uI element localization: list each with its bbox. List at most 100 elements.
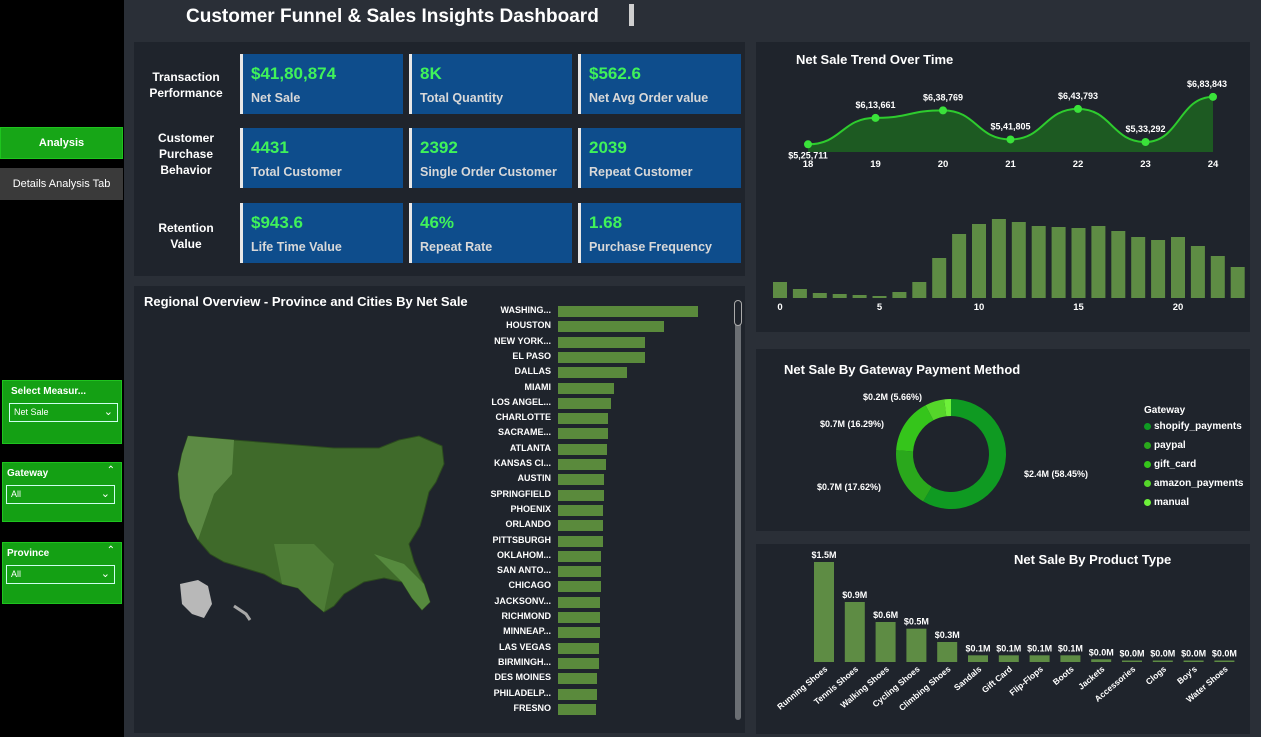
legend-item[interactable]: gift_card bbox=[1144, 459, 1196, 470]
hourly-bar[interactable] bbox=[991, 219, 1006, 298]
donut-slice[interactable] bbox=[944, 399, 951, 417]
hourly-bar[interactable] bbox=[812, 293, 827, 298]
gateway-donut-chart[interactable]: $2.4M (58.45%) $0.7M (17.62%) $0.7M (16.29… bbox=[756, 349, 1136, 531]
city-bar[interactable] bbox=[558, 474, 605, 486]
city-label: SACRAME... bbox=[497, 427, 551, 438]
product-bar[interactable] bbox=[1091, 659, 1112, 662]
hourly-bar[interactable] bbox=[1230, 267, 1245, 298]
hourly-bar[interactable] bbox=[832, 294, 847, 298]
city-bar[interactable] bbox=[558, 581, 602, 593]
donut-slice[interactable] bbox=[925, 399, 947, 421]
donut-slice[interactable] bbox=[896, 405, 934, 452]
trend-point[interactable] bbox=[1074, 104, 1082, 113]
city-bar[interactable] bbox=[558, 688, 598, 700]
trend-point[interactable] bbox=[804, 140, 812, 149]
city-bar[interactable] bbox=[558, 428, 609, 440]
city-bar[interactable] bbox=[558, 596, 600, 608]
city-bar[interactable] bbox=[558, 566, 602, 578]
province-dropdown[interactable]: All ⌄ bbox=[6, 565, 115, 584]
legend-item[interactable]: amazon_payments bbox=[1144, 478, 1243, 489]
hourly-bar[interactable] bbox=[892, 292, 907, 298]
trend-point[interactable] bbox=[939, 106, 947, 115]
city-bar[interactable] bbox=[558, 520, 603, 532]
legend-item[interactable]: paypal bbox=[1144, 440, 1186, 451]
product-bar[interactable] bbox=[968, 655, 988, 662]
city-bar[interactable] bbox=[558, 642, 599, 654]
hourly-bar[interactable] bbox=[1190, 246, 1205, 298]
city-bar[interactable] bbox=[558, 673, 598, 685]
city-bar[interactable] bbox=[558, 351, 645, 363]
city-bar[interactable] bbox=[558, 306, 698, 317]
city-bar[interactable] bbox=[558, 443, 607, 455]
product-bar[interactable] bbox=[1029, 655, 1050, 662]
product-bar[interactable] bbox=[1152, 660, 1173, 663]
hourly-bar[interactable] bbox=[1051, 227, 1066, 298]
product-bar[interactable] bbox=[844, 602, 865, 662]
city-bar[interactable] bbox=[558, 336, 645, 348]
city-bar[interactable] bbox=[558, 321, 665, 333]
product-bar[interactable] bbox=[1122, 660, 1142, 663]
product-bar[interactable] bbox=[1183, 660, 1204, 663]
scrollbar-track[interactable] bbox=[735, 302, 741, 720]
product-bar[interactable] bbox=[875, 622, 896, 662]
us-map[interactable] bbox=[174, 434, 474, 634]
hourly-bar[interactable] bbox=[932, 258, 947, 298]
hourly-bar[interactable] bbox=[1151, 240, 1166, 298]
hourly-bar[interactable] bbox=[1131, 237, 1146, 298]
city-bar[interactable] bbox=[558, 397, 612, 409]
hourly-bar[interactable] bbox=[912, 282, 927, 298]
city-bar[interactable] bbox=[558, 550, 602, 562]
donut-slice[interactable] bbox=[923, 399, 1006, 509]
hourly-bar[interactable] bbox=[1091, 226, 1106, 298]
city-bar[interactable] bbox=[558, 627, 600, 639]
details-analysis-tab-button[interactable]: Details Analysis Tab bbox=[0, 168, 123, 200]
measure-dropdown[interactable]: Net Sale ⌄ bbox=[9, 403, 118, 422]
city-bar[interactable] bbox=[558, 703, 596, 715]
trend-point[interactable] bbox=[1141, 138, 1150, 147]
trend-point[interactable] bbox=[1209, 92, 1217, 101]
hourly-bar[interactable] bbox=[972, 224, 986, 298]
legend-item[interactable]: shopify_payments bbox=[1144, 421, 1242, 432]
province-slicer: Province ⌃ All ⌄ bbox=[2, 542, 122, 604]
product-bar[interactable] bbox=[906, 628, 927, 662]
city-bar[interactable] bbox=[558, 413, 609, 425]
hourly-bar[interactable] bbox=[852, 295, 867, 298]
scrollbar-thumb[interactable] bbox=[734, 300, 742, 326]
kpi-card-lifetime-value: $943.6 Life Time Value bbox=[240, 203, 403, 263]
city-bar[interactable] bbox=[558, 489, 605, 501]
city-bar[interactable] bbox=[558, 612, 600, 623]
analysis-nav-button[interactable]: Analysis bbox=[0, 127, 123, 159]
city-bar[interactable] bbox=[558, 657, 599, 669]
product-bar[interactable] bbox=[1214, 660, 1235, 663]
hourly-bar[interactable] bbox=[1111, 231, 1126, 298]
hourly-bar[interactable] bbox=[1071, 228, 1086, 298]
hourly-bar[interactable] bbox=[1011, 222, 1026, 298]
city-bar[interactable] bbox=[558, 535, 603, 547]
trend-point[interactable] bbox=[871, 113, 880, 122]
chevron-down-icon: ⌄ bbox=[100, 568, 110, 580]
city-bar[interactable] bbox=[558, 504, 603, 516]
chevron-up-icon[interactable]: ⌃ bbox=[106, 465, 115, 476]
city-bar[interactable] bbox=[558, 367, 627, 379]
gateway-dropdown[interactable]: All ⌄ bbox=[6, 485, 115, 504]
hourly-bar[interactable] bbox=[1210, 256, 1225, 298]
trend-point[interactable] bbox=[1006, 135, 1015, 144]
hourly-bar[interactable] bbox=[872, 296, 887, 298]
hourly-bar[interactable] bbox=[773, 282, 787, 298]
legend-item[interactable]: manual bbox=[1144, 497, 1189, 508]
product-bar[interactable] bbox=[998, 655, 1019, 662]
hourly-bar[interactable] bbox=[1031, 226, 1046, 298]
chevron-up-icon[interactable]: ⌃ bbox=[106, 545, 115, 556]
hourly-bar[interactable] bbox=[792, 289, 807, 298]
product-bar[interactable] bbox=[1060, 655, 1081, 662]
product-bar[interactable] bbox=[937, 642, 958, 662]
product-bar[interactable] bbox=[814, 562, 834, 662]
donut-slice[interactable] bbox=[896, 450, 932, 502]
city-bar[interactable] bbox=[558, 459, 606, 470]
kpi-row-label-retention: Retention Value bbox=[158, 221, 214, 251]
city-bar[interactable] bbox=[558, 382, 614, 394]
hourly-bar[interactable] bbox=[1171, 237, 1185, 298]
hourly-bar[interactable] bbox=[952, 234, 967, 298]
